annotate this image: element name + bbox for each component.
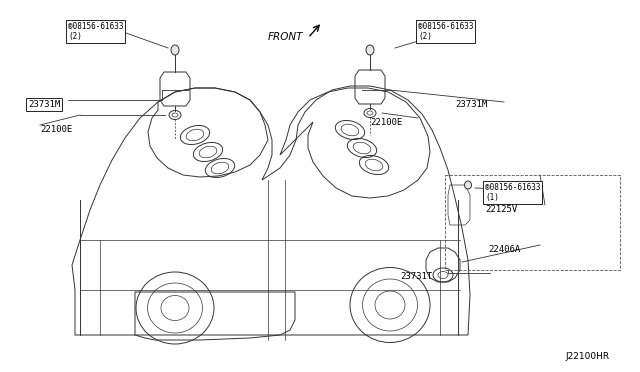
Text: ®08156-61633
(1): ®08156-61633 (1) (485, 183, 541, 202)
Text: 23731T: 23731T (400, 272, 432, 281)
Text: 22100E: 22100E (370, 118, 403, 127)
Text: ®08156-61633
(2): ®08156-61633 (2) (68, 22, 124, 41)
Text: 22406A: 22406A (488, 245, 520, 254)
Text: J22100HR: J22100HR (565, 352, 609, 361)
Ellipse shape (465, 181, 472, 189)
Text: 22125V: 22125V (485, 205, 517, 214)
Text: ®08156-61633
(2): ®08156-61633 (2) (418, 22, 474, 41)
Ellipse shape (171, 45, 179, 55)
Text: FRONT: FRONT (268, 32, 303, 42)
Bar (445, 175, 620, 270)
Text: 23731M: 23731M (455, 100, 487, 109)
Ellipse shape (366, 45, 374, 55)
Text: 22100E: 22100E (40, 125, 72, 134)
Text: 23731M: 23731M (28, 100, 60, 109)
